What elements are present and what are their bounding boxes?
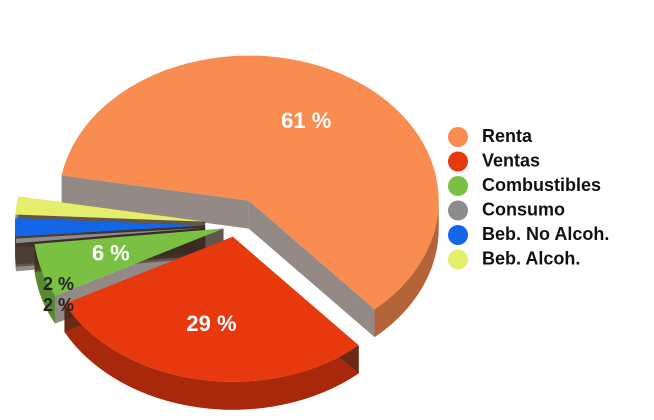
slice-cut [248,200,375,338]
slice [34,228,224,296]
legend-swatch [448,200,468,221]
slice [61,55,439,310]
slice [15,227,206,244]
legend-label: Beb. No Alcoh. [482,224,609,244]
legend-swatch [448,176,468,196]
slice-side [64,304,359,410]
slice-side [34,243,56,324]
slice-shade [374,200,439,338]
slice [64,236,359,382]
data-label: 2 % [43,274,74,294]
slice [15,196,206,222]
legend-label: Consumo [482,199,565,219]
data-label: 61 % [281,108,331,133]
legend-label: Combustibles [482,175,601,195]
slice-shade [34,243,56,324]
data-label: 6 % [92,240,130,265]
legend-swatch [448,225,468,245]
legend-label: Beb. Alcoh. [482,248,580,268]
data-label: 29 % [186,311,236,336]
slice-cut [61,175,249,229]
slice [15,218,206,237]
data-label: 2 % [43,295,74,315]
legend-swatch [448,249,468,270]
legend-swatch [448,151,468,172]
legend-swatch [448,127,468,147]
slice-shade [64,304,359,410]
legend-label: Renta [482,126,533,146]
slice-side [374,200,439,338]
legend-label: Ventas [482,150,540,170]
